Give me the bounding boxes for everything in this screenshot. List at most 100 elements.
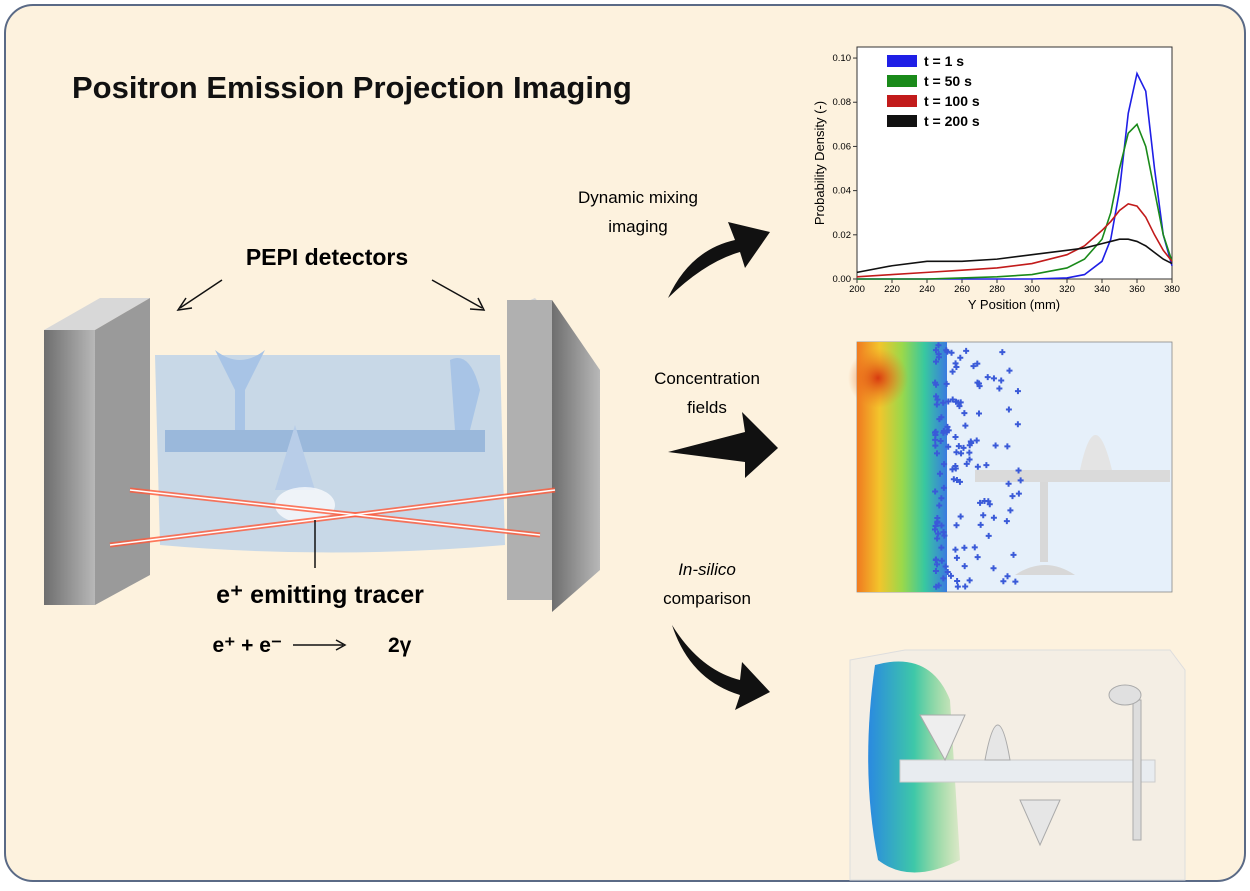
tracer-label: e⁺ emitting tracer xyxy=(216,581,424,609)
tracer-marker xyxy=(936,416,943,423)
tracer-marker xyxy=(984,374,991,381)
x-tick-label: 300 xyxy=(1024,284,1040,295)
tracer-marker xyxy=(975,410,982,417)
equation-left: e⁺ + e⁻ xyxy=(213,634,282,657)
concentration-label: fields xyxy=(687,398,727,417)
tracer-marker xyxy=(938,557,945,564)
tracer-marker xyxy=(948,349,955,356)
tracer-marker xyxy=(947,572,954,579)
tracer-marker xyxy=(935,342,942,349)
tracer-marker xyxy=(938,495,945,502)
tracer-marker xyxy=(934,535,941,542)
tracer-marker xyxy=(940,575,947,582)
dynamic-label: imaging xyxy=(608,217,668,236)
tracer-marker xyxy=(961,410,968,417)
legend-label: t = 200 s xyxy=(924,113,980,129)
tracer-marker xyxy=(954,583,961,590)
legend-swatch xyxy=(887,75,917,87)
tracer-marker xyxy=(943,380,950,387)
dynamic-label: Dynamic mixing xyxy=(578,188,698,207)
tracer-marker xyxy=(974,554,981,561)
probability-chart: 200 220 240 260 280 300 320 340 360 380 0.00 0.02 0.… xyxy=(833,46,1180,295)
tracer-marker xyxy=(952,434,959,441)
tracer-marker xyxy=(966,577,973,584)
tracer-marker xyxy=(952,360,959,367)
x-tick-label: 360 xyxy=(1129,284,1145,295)
x-axis-label: Y Position (mm) xyxy=(968,297,1060,312)
tracer-marker xyxy=(932,436,939,443)
tracer-marker xyxy=(933,561,940,568)
tracer-marker xyxy=(932,568,939,575)
tracer-marker xyxy=(953,449,960,456)
x-tick-label: 260 xyxy=(954,284,970,295)
tracer-marker xyxy=(953,554,960,561)
tracer-marker xyxy=(1015,467,1022,474)
tracer-marker xyxy=(938,544,945,551)
x-tick-label: 380 xyxy=(1164,284,1180,295)
tracer-marker xyxy=(945,398,952,405)
tracer-marker xyxy=(985,532,992,539)
tracer-marker xyxy=(938,522,945,529)
tracer-marker xyxy=(971,544,978,551)
x-tick-label: 320 xyxy=(1059,284,1075,295)
tracer-marker xyxy=(933,393,940,400)
tracer-marker xyxy=(932,347,939,354)
tracer-marker xyxy=(952,462,959,469)
tracer-marker xyxy=(1012,578,1019,585)
tracer-marker xyxy=(953,477,960,484)
tracer-marker xyxy=(933,583,940,590)
tracer-marker xyxy=(935,351,942,358)
tracer-marker xyxy=(981,497,988,504)
tracer-marker xyxy=(953,522,960,529)
tracer-marker xyxy=(1014,388,1021,395)
tracer-marker xyxy=(1017,477,1024,484)
insilico-render xyxy=(849,649,1186,881)
tracer-marker xyxy=(960,444,967,451)
legend-label: t = 1 s xyxy=(924,53,964,69)
tracer-marker xyxy=(940,399,947,406)
tracer-marker xyxy=(941,461,948,468)
tracer-marker xyxy=(986,501,993,508)
tracer-marker xyxy=(937,438,944,445)
tracer-marker xyxy=(967,438,974,445)
x-tick-label: 200 xyxy=(849,284,865,295)
tracer-marker xyxy=(1014,421,1021,428)
tracer-marker xyxy=(944,568,951,575)
title: Positron Emission Projection Imaging xyxy=(72,70,632,105)
tracer-marker xyxy=(961,544,968,551)
legend-swatch xyxy=(887,115,917,127)
y-axis-label: Probability Density (-) xyxy=(812,101,827,225)
tracer-marker xyxy=(934,514,941,521)
tracer-marker xyxy=(992,442,999,449)
y-tick-label: 0.06 xyxy=(833,141,852,152)
x-tick-label: 240 xyxy=(919,284,935,295)
tracer-marker xyxy=(976,383,983,390)
tracer-marker xyxy=(952,546,959,553)
tracer-marker xyxy=(940,529,947,536)
tracer-marker xyxy=(936,470,943,477)
tracer-marker xyxy=(932,488,939,495)
tracer-marker xyxy=(998,377,1005,384)
tracer-marker xyxy=(934,450,941,457)
tracer-marker xyxy=(990,514,997,521)
legend-label: t = 100 s xyxy=(924,93,980,109)
series-line xyxy=(856,238,1173,274)
tracer-marker xyxy=(1005,480,1012,487)
y-tick-label: 0.10 xyxy=(833,53,852,64)
y-tick-label: 0.08 xyxy=(833,97,852,108)
tracer-marker xyxy=(957,513,964,520)
tracer-marker xyxy=(956,403,963,410)
concentration-label: Concentration xyxy=(654,369,760,388)
legend-swatch xyxy=(887,55,917,67)
tracer-marker xyxy=(936,502,943,509)
concentration-panel xyxy=(848,341,1173,593)
tracer-marker xyxy=(1010,551,1017,558)
tracer-marker xyxy=(970,363,977,370)
tracer-marker xyxy=(963,460,970,467)
tracer-marker xyxy=(1005,406,1012,413)
tracer-marker xyxy=(955,399,962,406)
tracer-marker xyxy=(1004,443,1011,450)
tracer-marker xyxy=(958,450,965,457)
pepi-illustration xyxy=(44,279,600,651)
